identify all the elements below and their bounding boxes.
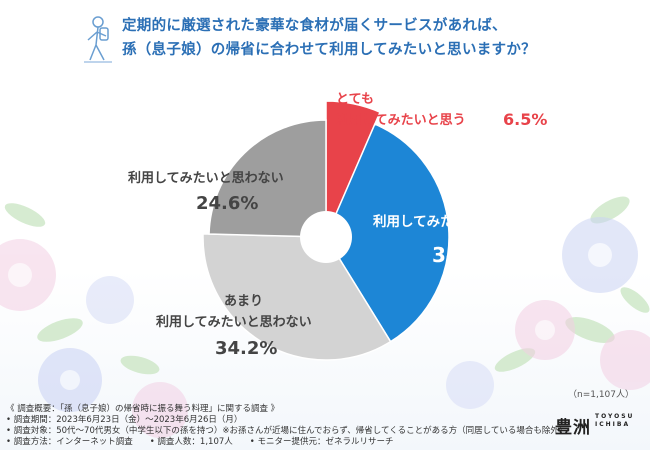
chart-title-line-2: 孫（息子娘）の帰省に合わせて利用してみたいと思いますか？	[122, 42, 536, 58]
toyosu-ichiba-logo: 豊洲 TOYOSU ICHIBA	[555, 413, 632, 438]
pie-slice-not-willing	[208, 119, 327, 238]
logo-roman-line1: TOYOSU	[595, 413, 635, 420]
pie-slice-very-willing	[325, 100, 381, 238]
donut-hole	[300, 211, 352, 263]
hiker-illustration-icon	[84, 16, 112, 63]
survey-notes: 《 調査概要：「孫（息子娘）の帰省時に振る舞う料理」に関する調査 》 • 調査期…	[6, 404, 567, 448]
slice-label-very-willing-line1: とても	[336, 92, 374, 107]
logo-kanji: 豊洲	[555, 418, 591, 438]
survey-notes-target: • 調査対象：50代〜70代男女（中学生以下の孫を持つ）※お孫さんが近場に住んで…	[6, 426, 568, 436]
survey-notes-title: 《 調査概要：「孫（息子娘）の帰省時に振る舞う料理」に関する調査 》	[6, 404, 280, 414]
slice-label-willing: 利用してみたいと思う	[373, 213, 508, 230]
slice-value-willing: 34.7%	[432, 243, 501, 267]
slice-label-not-much-line1: あまり	[224, 294, 263, 309]
slice-label-not-much-line2: 利用してみたいと思わない	[156, 314, 312, 330]
chart-title-line-1: 定期的に厳選された豪華な食材が届くサービスがあれば、	[122, 18, 507, 34]
slice-label-very-willing-line2: 利用してみたいと思う	[336, 112, 466, 128]
slice-value-not-willing: 24.6%	[196, 193, 258, 214]
survey-notes-method: • 調査方法：インターネット調査 • 調査人数：1,107人 • モニター提供元…	[6, 437, 394, 447]
pie-slice-not-much	[202, 233, 392, 361]
slice-label-not-willing: 利用してみたいと思わない	[128, 170, 284, 186]
pie-slice-willing	[325, 123, 450, 343]
survey-notes-period: • 調査期間：2023年6月23日（金）〜2023年6月26日（月）	[6, 415, 243, 425]
slice-value-not-much: 34.2%	[215, 338, 277, 359]
logo-roman-line2: ICHIBA	[595, 421, 631, 428]
sample-size-label: （n=1,107人）	[567, 390, 634, 400]
slice-value-very-willing: 6.5%	[503, 110, 547, 129]
